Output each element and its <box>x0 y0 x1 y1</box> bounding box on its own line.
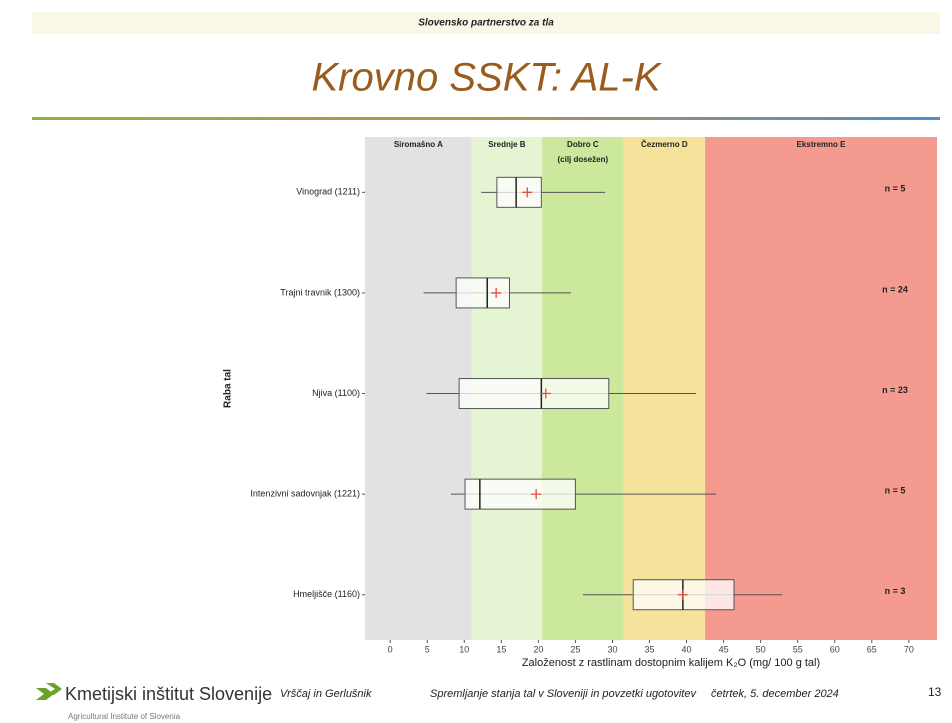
x-tick-label: 45 <box>719 644 729 654</box>
mean <box>522 187 533 198</box>
x-tick-label: 60 <box>830 644 840 654</box>
y-tick-label: Vinograd (1211) <box>296 187 360 197</box>
y-tick-label: Hmeljišče (1160) <box>293 589 360 599</box>
n-label: n = 23 <box>882 385 908 395</box>
y-tick-label: Njiva (1100) <box>312 388 360 398</box>
zone-label: Srednje B <box>488 140 526 149</box>
x-tick-label: 50 <box>756 644 766 654</box>
x-tick-label: 40 <box>682 644 692 654</box>
y-tick-label: Trajni travnik (1300) <box>280 287 360 297</box>
x-tick-label: 25 <box>570 644 580 654</box>
zone-note: (cilj dosežen) <box>557 155 608 164</box>
x-tick-label: 20 <box>533 644 543 654</box>
mean <box>540 388 551 399</box>
x-tick-label: 5 <box>425 644 430 654</box>
chart: Siromašno A Srednje B Dobro C (cilj dosežen… <box>223 137 937 669</box>
y-tick-label: Intenzivni sadovnjak (1221) <box>250 489 360 499</box>
x-tick-label: 65 <box>867 644 877 654</box>
box <box>496 176 542 208</box>
box <box>458 378 610 410</box>
x-tick-label: 0 <box>388 644 393 654</box>
banner-bg <box>32 12 940 34</box>
mean <box>491 287 502 298</box>
box <box>464 478 576 510</box>
topic: Spremljanje stanja tal v Sloveniji in po… <box>430 688 697 700</box>
mean <box>677 589 688 600</box>
n-label: n = 5 <box>885 486 906 496</box>
title: Krovno SSKT: AL-K <box>311 56 662 100</box>
zone-label: Čezmerno D <box>641 140 688 149</box>
zone <box>623 137 706 640</box>
mean <box>531 489 542 500</box>
logo-text: Kmetijski inštitut Slovenije <box>65 684 272 704</box>
x-tick-label: 15 <box>496 644 506 654</box>
n-label: n = 24 <box>882 284 908 294</box>
box <box>455 277 510 309</box>
title-rule <box>32 117 940 120</box>
logo-subtext: Agricultural Institute of Slovenia <box>68 712 181 721</box>
logo-icon <box>36 683 62 700</box>
zone <box>365 137 472 640</box>
x-tick-label: 10 <box>459 644 469 654</box>
zone-label: Ekstremno E <box>797 140 847 149</box>
n-label: n = 5 <box>885 184 906 194</box>
page-number: 13 <box>928 685 942 699</box>
date: četrtek, 5. december 2024 <box>711 688 839 700</box>
x-axis-label: Založenost z rastlinam dostopnim kalijem… <box>522 657 820 669</box>
zone-label: Dobro C <box>567 140 599 149</box>
zone <box>705 137 937 640</box>
n-label: n = 3 <box>885 586 906 596</box>
x-tick-label: 35 <box>645 644 655 654</box>
x-tick-label: 30 <box>607 644 617 654</box>
y-axis-label: Raba tal <box>223 369 234 408</box>
x-tick-label: 55 <box>793 644 803 654</box>
zone-label: Siromašno A <box>394 140 443 149</box>
authors: Vrščaj in Gerlušnik <box>280 688 372 700</box>
banner: Slovensko partnerstvo za tla <box>418 18 554 29</box>
x-tick-label: 70 <box>904 644 914 654</box>
